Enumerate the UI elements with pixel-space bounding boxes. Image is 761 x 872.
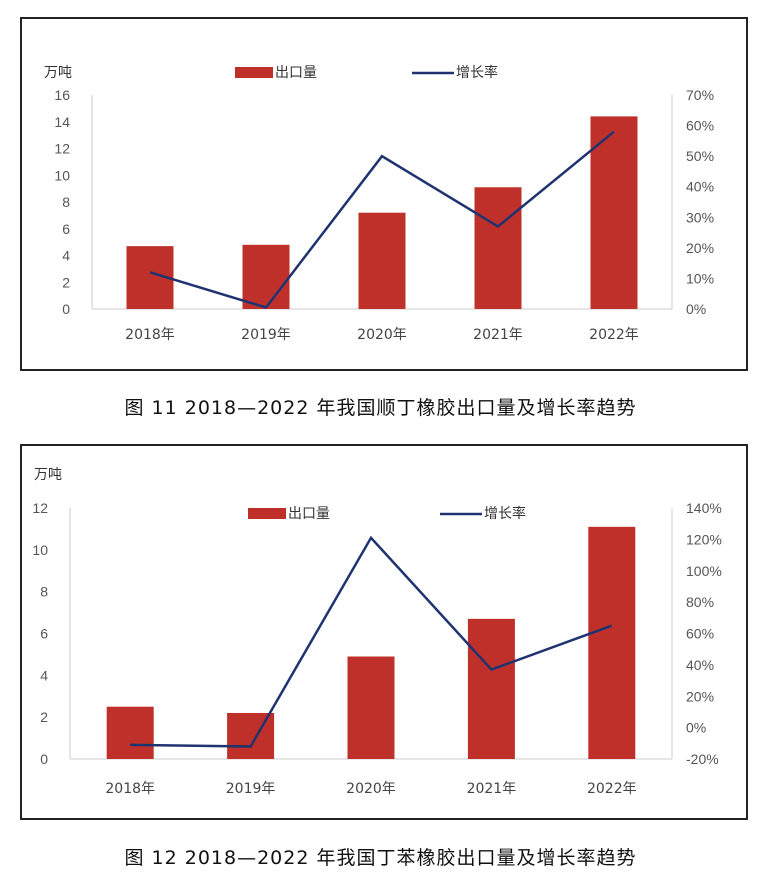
x-category-label: 2018年 (105, 781, 155, 797)
bar-2022年 (590, 116, 638, 310)
y-left-tick-label: 12 (32, 500, 48, 516)
y-right-tick-label: 100% (686, 563, 722, 579)
y-unit-label: 万吨 (34, 467, 62, 483)
y-left-tick-label: 2 (40, 709, 48, 725)
chart-12: 0 2 4 6 8 10 12 -20% 0% 20% 40% 60% 80% 100% 120% 140% 万… (32, 467, 722, 797)
x-category-label: 2020年 (346, 781, 396, 797)
bar-2020年 (358, 212, 406, 309)
x-category-label: 2020年 (357, 327, 407, 343)
bar-2020年 (347, 656, 395, 759)
bar-2021年 (474, 187, 522, 309)
figure-caption: 图 11 2018—2022 年我国顺丁橡胶出口量及增长率趋势 (124, 397, 637, 419)
y-right-tick-label: -20% (686, 751, 719, 767)
x-category-label: 2019年 (241, 327, 291, 343)
bar-2018年 (106, 706, 154, 759)
legend-bar-label: 出口量 (275, 65, 317, 81)
y-right-tick-label: 140% (686, 500, 722, 516)
y-right-tick-label: 0% (686, 301, 706, 317)
legend-bar-swatch (235, 67, 273, 78)
legend-line-label: 增长率 (484, 505, 526, 522)
y-right-tick-label: 40% (686, 657, 714, 673)
growth-rate-line (130, 535, 613, 748)
x-category-label: 2022年 (587, 781, 637, 797)
y-left-tick-label: 6 (62, 221, 70, 237)
chart-frame: 0 2 4 6 8 10 12 -20% 0% 20% 40% 60% 80% 100% 120% 140% 万… (20, 444, 748, 820)
y-right-tick-label: 40% (686, 179, 714, 195)
y-left-tick-label: 12 (54, 141, 70, 157)
y-right-tick-label: 70% (686, 87, 714, 103)
x-category-label: 2022年 (589, 327, 639, 343)
y-left-tick-label: 8 (40, 584, 48, 600)
y-right-tick-label: 30% (686, 209, 714, 225)
y-left-tick-label: 4 (40, 667, 48, 683)
y-unit-label: 万吨 (44, 65, 72, 81)
y-right-tick-label: 120% (686, 531, 722, 547)
y-left-tick-label: 0 (40, 751, 48, 767)
y-left-tick-label: 14 (54, 114, 70, 130)
bar-2022年 (588, 526, 636, 759)
x-category-label: 2021年 (467, 781, 517, 797)
x-category-label: 2018年 (125, 327, 175, 343)
legend-bar-label: 出口量 (288, 506, 330, 522)
growth-rate-line (149, 130, 615, 309)
bar-2019年 (242, 244, 290, 309)
bar-2021年 (467, 618, 515, 759)
y-right-tick-label: 50% (686, 148, 714, 164)
y-right-tick-label: 60% (686, 626, 714, 642)
y-left-tick-label: 0 (62, 301, 70, 317)
y-right-tick-label: 20% (686, 240, 714, 256)
chart-11: 0 2 4 6 8 10 12 14 16 0% 10% 20% 30% 40% 50% 60% 70% 万吨 20… (44, 64, 714, 343)
y-right-tick-label: 0% (686, 720, 706, 736)
y-right-tick-label: 20% (686, 688, 714, 704)
y-left-tick-label: 10 (32, 542, 48, 558)
x-category-label: 2019年 (226, 781, 276, 797)
chart-frame: 0 2 4 6 8 10 12 14 16 0% 10% 20% 30% 40% 50% 60% 70% 万吨 20… (20, 17, 748, 371)
legend-bar-swatch (248, 508, 286, 519)
y-right-tick-label: 60% (686, 118, 714, 134)
y-left-tick-label: 10 (54, 167, 70, 183)
y-left-tick-label: 2 (62, 274, 70, 290)
y-right-tick-label: 80% (686, 594, 714, 610)
y-left-tick-label: 8 (62, 194, 70, 210)
y-left-tick-label: 6 (40, 626, 48, 642)
y-left-tick-label: 4 (62, 248, 70, 264)
y-left-tick-label: 16 (54, 87, 70, 103)
legend-line-label: 增长率 (456, 64, 498, 81)
y-right-tick-label: 10% (686, 270, 714, 286)
x-category-label: 2021年 (473, 327, 523, 343)
figure-caption: 图 12 2018—2022 年我国丁苯橡胶出口量及增长率趋势 (124, 847, 637, 869)
